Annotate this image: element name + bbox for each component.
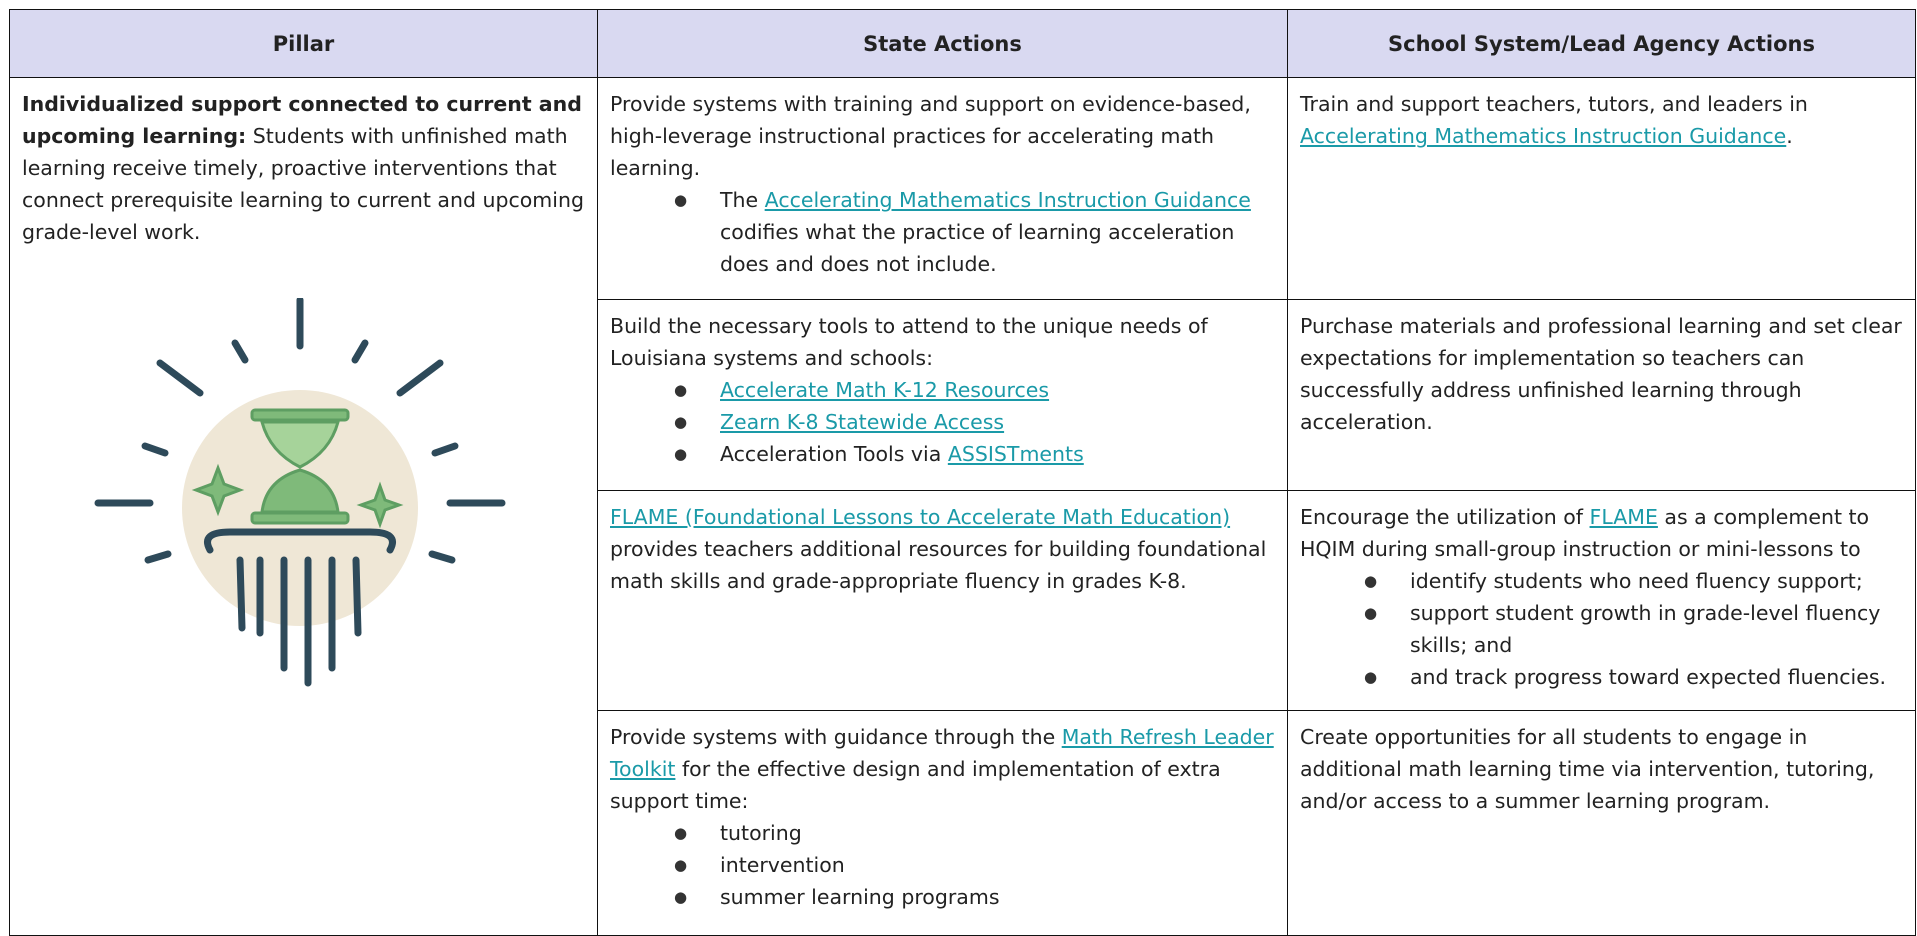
bullet-item: Zearn K-8 Statewide Access bbox=[674, 406, 1275, 438]
text: The bbox=[720, 188, 765, 212]
text: codifies what the practice of learning a… bbox=[720, 220, 1235, 276]
link[interactable]: Math Refresh Leader Toolkit bbox=[610, 725, 1274, 781]
header-cell: Pillar bbox=[9, 9, 598, 78]
bullet-list: identify students who need fluency suppo… bbox=[1300, 565, 1903, 693]
paragraph: Build the necessary tools to attend to t… bbox=[610, 310, 1275, 374]
header-cell: State Actions bbox=[597, 9, 1288, 78]
pillar-cell: Individualized support connected to curr… bbox=[9, 77, 598, 936]
bullet-item: summer learning programs bbox=[674, 881, 1275, 913]
header-row: Pillar State Actions School System/Lead … bbox=[9, 9, 1916, 78]
text: Create opportunities for all students to… bbox=[1300, 725, 1875, 813]
text: provides teachers additional resources f… bbox=[610, 537, 1267, 593]
school-cell: Create opportunities for all students to… bbox=[1287, 710, 1916, 936]
paragraph: Encourage the utilization of FLAME as a … bbox=[1300, 501, 1903, 565]
link[interactable]: Accelerate Math K-12 Resources bbox=[720, 378, 1050, 402]
state-cell: FLAME (Foundational Lessons to Accelerat… bbox=[597, 490, 1288, 711]
text: for the effective design and implementat… bbox=[610, 757, 1221, 813]
link[interactable]: FLAME (Foundational Lessons to Accelerat… bbox=[610, 505, 1231, 529]
paragraph: Create opportunities for all students to… bbox=[1300, 721, 1903, 817]
paragraph: FLAME (Foundational Lessons to Accelerat… bbox=[610, 501, 1275, 597]
text: Build the necessary tools to attend to t… bbox=[610, 314, 1208, 370]
link[interactable]: Zearn K-8 Statewide Access bbox=[720, 410, 1005, 434]
row: FLAME (Foundational Lessons to Accelerat… bbox=[10, 490, 1916, 711]
bullet-item: Accelerate Math K-12 Resources bbox=[674, 374, 1275, 406]
text: support student growth in grade-level fl… bbox=[1410, 601, 1881, 657]
bullet-item: support student growth in grade-level fl… bbox=[1364, 597, 1903, 661]
link[interactable]: ASSISTments bbox=[947, 442, 1084, 466]
state-cell: Provide systems with training and suppor… bbox=[597, 77, 1288, 300]
pillar-table: Pillar State Actions School System/Lead … bbox=[9, 9, 1916, 936]
pillar-title: Individualized support connected to curr… bbox=[22, 92, 582, 148]
bullet-item: identify students who need fluency suppo… bbox=[1364, 565, 1903, 597]
bullet-item: Acceleration Tools via ASSISTments bbox=[674, 438, 1275, 470]
bullet-item: The Accelerating Mathematics Instruction… bbox=[674, 184, 1275, 280]
school-cell: Train and support teachers, tutors, and … bbox=[1287, 77, 1916, 300]
bullet-list: The Accelerating Mathematics Instruction… bbox=[610, 184, 1275, 280]
text: Encourage the utilization of bbox=[1300, 505, 1590, 529]
text: Acceleration Tools via bbox=[720, 442, 948, 466]
bullet-item: intervention bbox=[674, 849, 1275, 881]
text: tutoring bbox=[720, 821, 802, 845]
row: Provide systems with guidance through th… bbox=[10, 710, 1916, 936]
text: as a complement to HQIM during small-gro… bbox=[1300, 505, 1870, 561]
bullet-list: tutoring intervention summer learning prog… bbox=[610, 817, 1275, 913]
pillar-icon bbox=[94, 298, 506, 687]
link[interactable]: FLAME bbox=[1589, 505, 1658, 529]
paragraph: Provide systems with training and suppor… bbox=[610, 88, 1275, 184]
text: summer learning programs bbox=[720, 885, 1000, 909]
school-cell: Encourage the utilization of FLAME as a … bbox=[1287, 490, 1916, 711]
text: Purchase materials and professional lear… bbox=[1300, 314, 1902, 434]
paragraph: Provide systems with guidance through th… bbox=[610, 721, 1275, 817]
link[interactable]: Accelerating Mathematics Instruction Gui… bbox=[1300, 124, 1787, 148]
text: Train and support teachers, tutors, and … bbox=[1300, 92, 1808, 116]
table-body: Individualized support connected to curr… bbox=[9, 77, 1916, 936]
pillar-text: Students with unfinished math learning r… bbox=[22, 124, 584, 244]
bullet-item: and track progress toward expected fluen… bbox=[1364, 661, 1903, 693]
header-cell: School System/Lead Agency Actions bbox=[1287, 9, 1916, 78]
paragraph: Purchase materials and professional lear… bbox=[1300, 310, 1903, 438]
text: Provide systems with training and suppor… bbox=[610, 92, 1251, 180]
link[interactable]: Accelerating Mathematics Instruction Gui… bbox=[764, 188, 1251, 212]
state-cell: Provide systems with guidance through th… bbox=[597, 710, 1288, 936]
text: and track progress toward expected fluen… bbox=[1410, 665, 1887, 689]
bullet-list: Accelerate Math K-12 Resources Zearn K-8 … bbox=[610, 374, 1275, 470]
text: identify students who need fluency suppo… bbox=[1410, 569, 1863, 593]
row: Build the necessary tools to attend to t… bbox=[10, 299, 1916, 491]
paragraph: Train and support teachers, tutors, and … bbox=[1300, 88, 1903, 152]
text: Provide systems with guidance through th… bbox=[610, 725, 1062, 749]
bullet-item: tutoring bbox=[674, 817, 1275, 849]
school-cell: Purchase materials and professional lear… bbox=[1287, 299, 1916, 491]
state-cell: Build the necessary tools to attend to t… bbox=[597, 299, 1288, 491]
row: Individualized support connected to curr… bbox=[9, 77, 1916, 936]
text: . bbox=[1786, 124, 1793, 148]
text: intervention bbox=[720, 853, 845, 877]
